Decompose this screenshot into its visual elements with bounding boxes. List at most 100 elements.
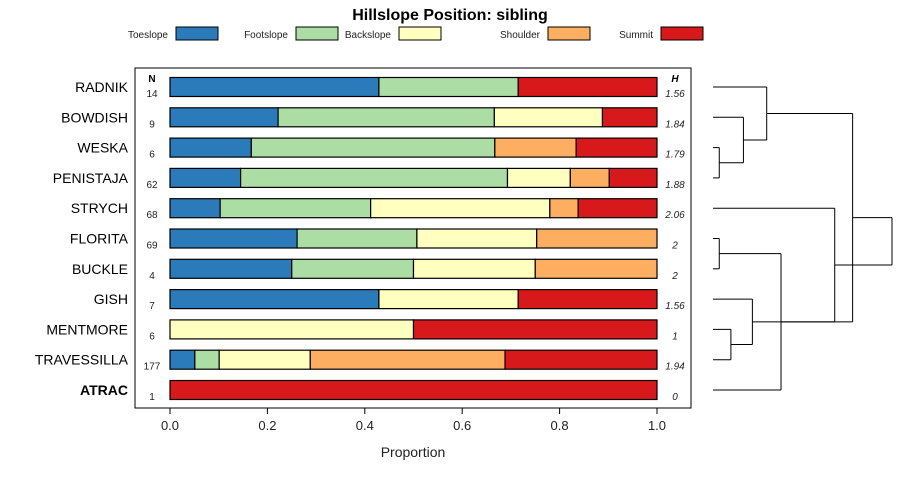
bar-segment-mentmore-backslope	[169, 319, 415, 340]
legend-label-footslope: Footslope	[244, 30, 288, 41]
x-axis-label: Proportion	[381, 444, 446, 460]
h-value-gish: 1.56	[665, 301, 685, 312]
x-tick-label: 0.6	[453, 418, 471, 433]
bar-segment-florita-toeslope	[169, 228, 298, 249]
n-value-travessilla: 177	[144, 362, 161, 373]
n-value-mentmore: 6	[149, 331, 155, 342]
h-value-penistaja: 1.88	[665, 180, 685, 191]
bar-segment-travessilla-shoulder	[309, 349, 506, 370]
row-label-travessilla: TRAVESSILLA	[35, 352, 129, 368]
bar-segment-radnik-summit	[517, 76, 658, 98]
plot-frame	[134, 67, 692, 409]
x-tick-label: 0.4	[356, 418, 374, 433]
bar-segment-weska-shoulder	[494, 137, 577, 158]
h-column-header: H	[671, 74, 679, 85]
legend: Toeslope Footslope Backslope Shoulder Summit	[128, 26, 704, 41]
x-tick-label: 0.2	[258, 418, 276, 433]
legend-swatch-summit	[660, 26, 704, 41]
x-axis: 0.0 0.2 0.4 0.6 0.8 1.0	[161, 408, 666, 433]
n-value-bowdish: 9	[149, 119, 155, 130]
bar-segment-strych-backslope	[370, 198, 551, 219]
row-label-strych: STRYCH	[71, 200, 128, 216]
bar-segment-travessilla-toeslope	[169, 349, 196, 370]
x-tick-label: 1.0	[648, 418, 666, 433]
bar-segment-penistaja-shoulder	[569, 167, 610, 188]
bar-segment-florita-backslope	[416, 228, 538, 249]
h-value-mentmore: 1	[672, 331, 678, 342]
bar-segment-bowdish-footslope	[277, 107, 495, 128]
h-value-strych: 2.06	[664, 210, 685, 221]
row-label-atrac: ATRAC	[80, 382, 128, 398]
h-value-radnik: 1.56	[665, 89, 685, 100]
h-value-buckle: 2	[671, 271, 678, 282]
h-value-florita: 2	[671, 241, 678, 252]
bar-segment-strych-footslope	[219, 198, 372, 219]
legend-label-backslope: Backslope	[345, 30, 392, 41]
h-value-weska: 1.79	[665, 150, 685, 161]
bar-segment-weska-toeslope	[169, 137, 252, 158]
bar-segment-bowdish-summit	[601, 107, 658, 128]
bar-segment-florita-footslope	[296, 228, 418, 249]
bar-segment-mentmore-summit	[412, 319, 658, 340]
bar-segment-atrac-summit	[169, 379, 658, 401]
legend-swatch-backslope	[398, 26, 442, 41]
h-value-travessilla: 1.94	[665, 362, 685, 373]
bar-segment-penistaja-backslope	[506, 167, 571, 188]
bars	[169, 76, 658, 401]
bar-segment-travessilla-backslope	[218, 349, 311, 370]
bar-segment-weska-summit	[575, 137, 658, 158]
h-value-atrac: 0	[672, 392, 678, 403]
legend-label-shoulder: Shoulder	[500, 30, 541, 41]
bar-segment-buckle-shoulder	[534, 258, 658, 279]
bar-segment-radnik-toeslope	[169, 76, 380, 98]
n-value-weska: 6	[149, 150, 155, 161]
bar-segment-travessilla-summit	[504, 349, 658, 370]
x-tick-label: 0.0	[161, 418, 179, 433]
row-label-bowdish: BOWDISH	[61, 109, 128, 125]
row-label-weska: WESKA	[77, 140, 128, 156]
bar-segment-buckle-backslope	[412, 258, 536, 279]
chart-title: Hillslope Position: sibling	[352, 7, 548, 24]
bar-segment-radnik-footslope	[378, 76, 519, 98]
legend-swatch-shoulder	[547, 26, 591, 41]
n-value-buckle: 4	[149, 271, 155, 282]
n-value-atrac: 1	[149, 392, 155, 403]
bar-segment-florita-shoulder	[536, 228, 658, 249]
row-label-gish: GISH	[94, 291, 128, 307]
row-label-florita: FLORITA	[70, 231, 129, 247]
dendrogram	[713, 86, 893, 391]
bar-segment-gish-toeslope	[169, 289, 380, 310]
bar-segment-penistaja-summit	[608, 167, 658, 188]
bar-segment-penistaja-toeslope	[169, 167, 242, 188]
h-value-bowdish: 1.84	[665, 119, 685, 130]
legend-label-toeslope: Toeslope	[128, 30, 168, 41]
bar-segment-penistaja-footslope	[240, 167, 509, 188]
n-value-gish: 7	[149, 301, 155, 312]
legend-swatch-footslope	[295, 26, 339, 41]
x-tick-label: 0.8	[551, 418, 569, 433]
bar-segment-gish-summit	[517, 289, 658, 310]
row-label-radnik: RADNIK	[75, 79, 129, 95]
row-label-penistaja: PENISTAJA	[53, 170, 129, 186]
bar-segment-bowdish-backslope	[493, 107, 604, 128]
n-value-radnik: 14	[146, 89, 158, 100]
n-value-florita: 69	[146, 241, 158, 252]
row-label-buckle: BUCKLE	[72, 261, 128, 277]
bar-segment-buckle-footslope	[291, 258, 415, 279]
n-value-strych: 68	[146, 210, 158, 221]
legend-label-summit: Summit	[619, 30, 653, 41]
legend-swatch-toeslope	[175, 26, 219, 41]
row-label-mentmore: MENTMORE	[46, 321, 128, 337]
bar-segment-strych-summit	[577, 198, 658, 219]
n-value-penistaja: 62	[146, 180, 158, 191]
bar-segment-travessilla-footslope	[194, 349, 220, 370]
n-column-header: N	[148, 74, 155, 85]
bar-segment-buckle-toeslope	[169, 258, 293, 279]
bar-segment-bowdish-toeslope	[169, 107, 279, 128]
bar-segment-strych-toeslope	[169, 198, 221, 219]
bar-segment-strych-shoulder	[549, 198, 579, 219]
bar-segment-weska-footslope	[250, 137, 496, 158]
bar-segment-gish-backslope	[378, 289, 519, 310]
